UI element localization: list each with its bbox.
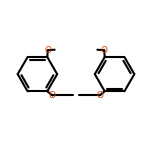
Text: O: O <box>101 46 108 55</box>
Text: O: O <box>44 46 51 55</box>
Text: O: O <box>96 91 103 100</box>
Text: O: O <box>49 91 56 100</box>
